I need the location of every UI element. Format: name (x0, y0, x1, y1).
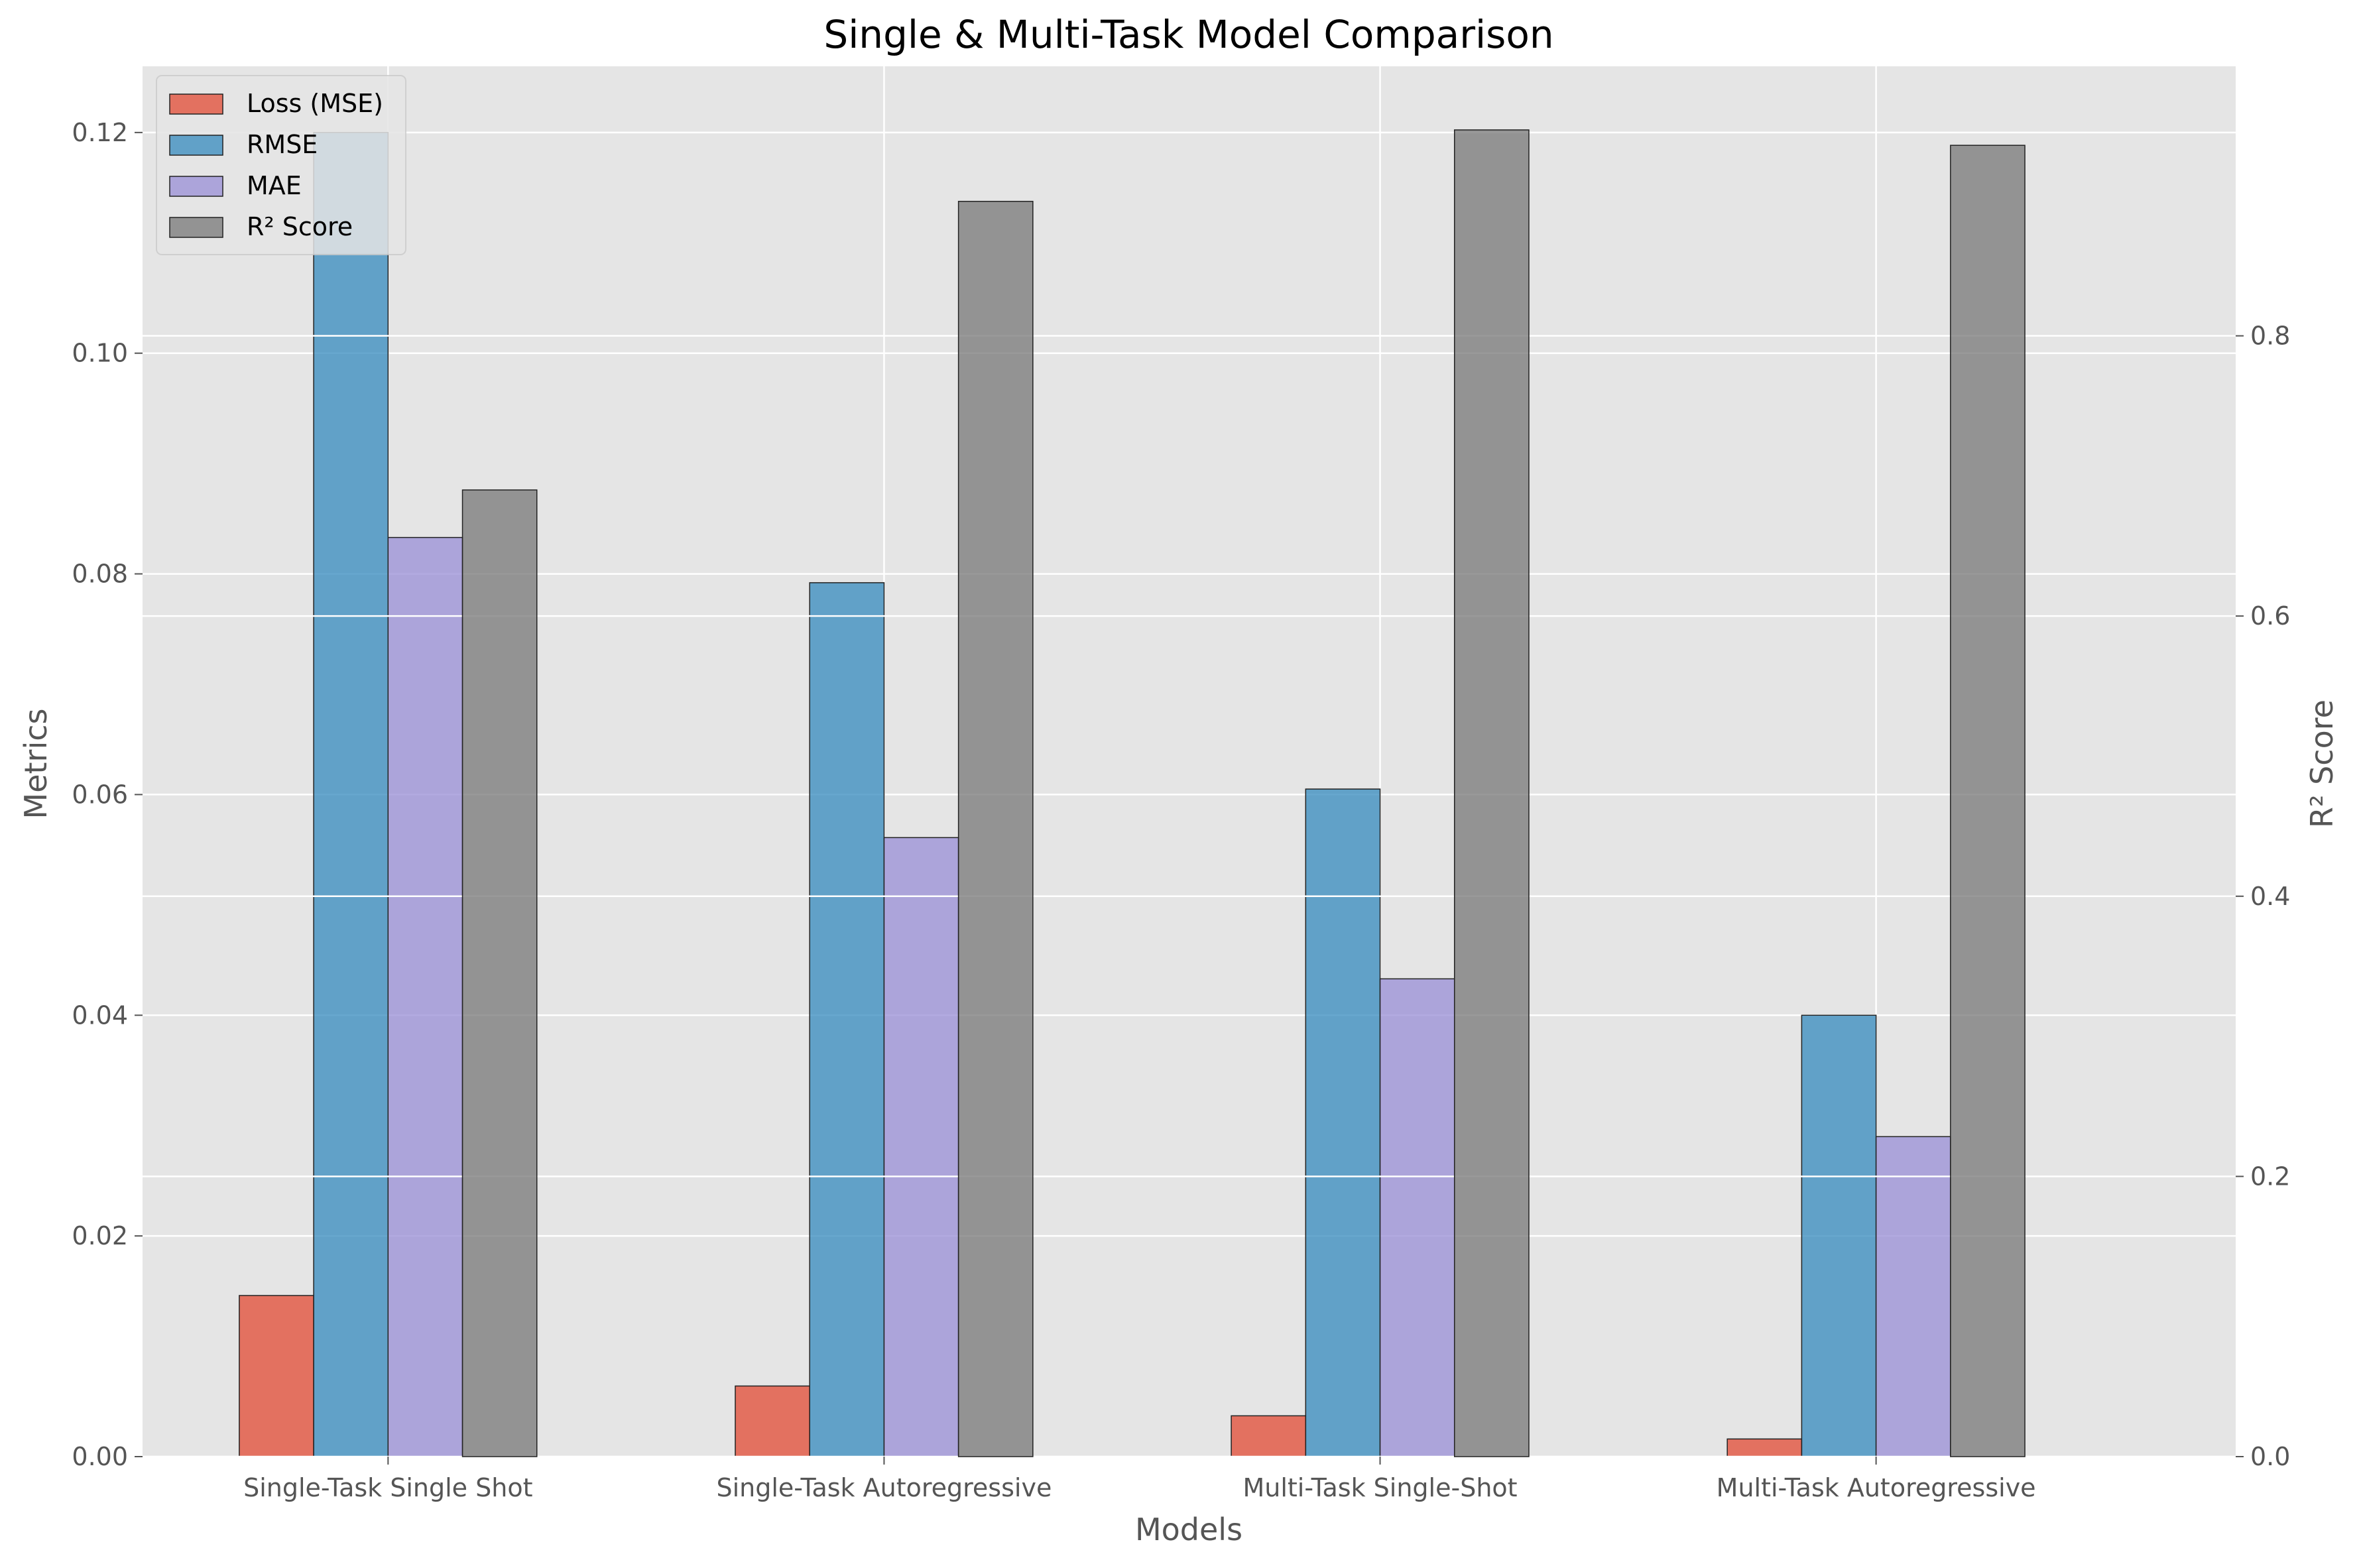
bar-mae-3 (1875, 1136, 1951, 1457)
bar-loss-mse-1 (735, 1385, 810, 1457)
bar-mae-0 (387, 536, 463, 1457)
y-tick-label-left: 0.12 (72, 118, 128, 147)
bar-r-score-3 (1950, 145, 2026, 1457)
bar-rmse-3 (1801, 1014, 1877, 1457)
bar-mae-2 (1379, 978, 1455, 1457)
x-axis-ticks: Single-Task Single Shot Single-Task Autor… (243, 1457, 2036, 1502)
y-tick-label-left: 0.02 (72, 1221, 128, 1250)
bar-rmse-2 (1305, 788, 1381, 1457)
x-tick-label: Multi-Task Single-Shot (1242, 1473, 1517, 1502)
y-axis-right-ticks: 0.0 0.2 0.4 0.6 0.8 (2236, 322, 2290, 1471)
legend-label: RMSE (247, 130, 318, 159)
bar-r-score-0 (461, 489, 538, 1457)
y-axis-left-ticks: 0.00 0.02 0.04 0.06 0.08 0.10 0.12 (72, 118, 143, 1471)
x-axis-title: Models (1135, 1512, 1242, 1547)
legend-label: MAE (247, 171, 302, 200)
y-tick-label-right: 0.2 (2250, 1162, 2290, 1191)
legend: Loss (MSE) RMSE MAE R² Score (156, 75, 406, 255)
y-axis-right-title: R² Score (2304, 699, 2340, 828)
bar-r-score-2 (1453, 129, 1530, 1457)
bar-mae-1 (883, 837, 959, 1457)
legend-swatch (169, 176, 223, 197)
legend-frame (156, 75, 406, 255)
y-axis-left-title: Metrics (18, 709, 54, 819)
bars-left-axis (239, 132, 1951, 1457)
y-tick-label-left: 0.00 (72, 1442, 128, 1471)
legend-label: R² Score (247, 212, 353, 241)
x-tick-label: Single-Task Autoregressive (716, 1473, 1052, 1502)
y-tick-label-right: 0.4 (2250, 882, 2290, 911)
legend-label: Loss (MSE) (247, 89, 383, 118)
y-tick-label-left: 0.08 (72, 560, 128, 589)
legend-swatch (169, 135, 223, 156)
bar-rmse-0 (313, 132, 389, 1457)
y-tick-label-right: 0.8 (2250, 322, 2290, 351)
y-tick-label-left: 0.06 (72, 780, 128, 809)
bar-r-score-1 (957, 200, 1034, 1457)
x-tick-label: Single-Task Single Shot (243, 1473, 532, 1502)
bar-rmse-1 (809, 582, 885, 1457)
chart-title: Single & Multi-Task Model Comparison (823, 12, 1553, 57)
y-tick-label-left: 0.04 (72, 1000, 128, 1030)
bar-loss-mse-3 (1726, 1438, 1803, 1457)
legend-swatch (169, 93, 223, 115)
bar-loss-mse-2 (1231, 1415, 1307, 1457)
legend-swatch (169, 217, 223, 238)
y-tick-label-right: 0.0 (2250, 1442, 2290, 1471)
y-tick-label-left: 0.10 (72, 339, 128, 368)
y-tick-label-right: 0.6 (2250, 601, 2290, 631)
x-tick-label: Multi-Task Autoregressive (1717, 1473, 2036, 1502)
bars-right-axis (461, 129, 2026, 1457)
bar-loss-mse-0 (239, 1295, 314, 1457)
